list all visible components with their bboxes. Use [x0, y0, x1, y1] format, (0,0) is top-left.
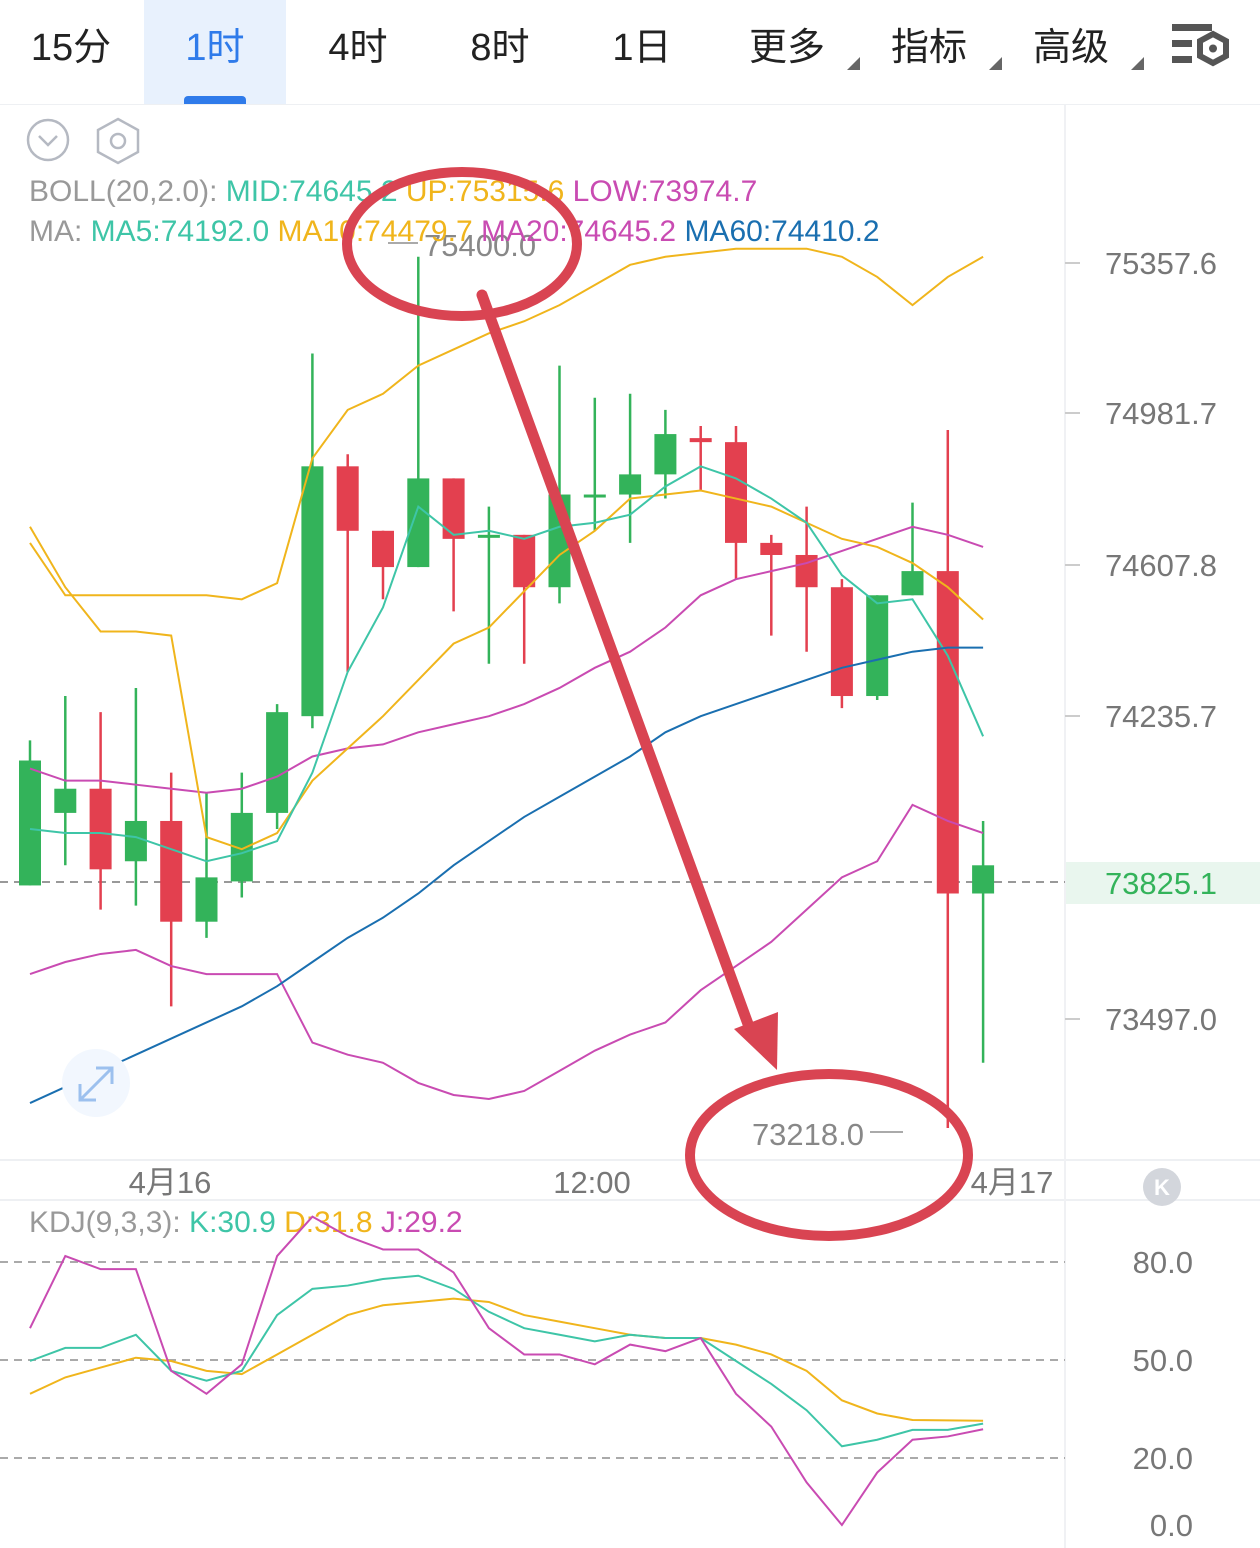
price-tick-label: 73497.0	[1105, 1002, 1217, 1037]
candle-body	[689, 438, 712, 443]
dropdown-corner-icon	[989, 57, 1002, 70]
dropdown-corner-icon	[1131, 57, 1144, 70]
time-axis-label: 4月16	[129, 1165, 212, 1200]
time-axis-label: 12:00	[553, 1165, 631, 1200]
chevron-down-icon	[38, 135, 58, 147]
candle-body	[19, 760, 41, 886]
tab-6[interactable]: 指标	[858, 0, 1002, 104]
indicator-legend: MA: MA5:74192.0 MA10:74479.7 MA20:74645.…	[29, 215, 880, 248]
legend-value: KDJ(9,3,3):	[29, 1206, 181, 1239]
annotation-arrow-head	[734, 1012, 778, 1070]
ma5-line	[29, 465, 985, 863]
tab-label: 高级	[1032, 27, 1109, 69]
candle-body	[725, 442, 747, 543]
candle-body	[195, 877, 218, 922]
candle-body	[583, 494, 606, 498]
candle-body	[830, 587, 853, 697]
annotation-arrow-shaft	[476, 289, 758, 1041]
boll-mid-line	[29, 525, 984, 794]
candle-body	[54, 788, 77, 813]
boll-lower-line	[29, 803, 984, 1101]
candle-body	[160, 820, 183, 922]
high-price-label: 75400.0	[424, 228, 536, 263]
tab-label: 更多	[748, 27, 825, 69]
kdj-k-line	[29, 1274, 984, 1448]
candle-body	[760, 542, 783, 555]
candle-body	[407, 478, 430, 568]
candle-body	[654, 434, 677, 475]
chevron-down-circle-icon	[26, 118, 70, 162]
k-badge-letter: K	[1154, 1175, 1170, 1200]
legend-value: K:30.9	[181, 1206, 276, 1239]
candle-body	[336, 466, 359, 531]
tab-label: 指标	[890, 27, 967, 69]
legend-value: J:29.2	[373, 1206, 463, 1239]
low-price-label: 73218.0	[752, 1117, 864, 1152]
price-tick-label: 74607.8	[1105, 548, 1217, 583]
price-tick-label: 74981.7	[1105, 396, 1217, 431]
kdj-j-line	[29, 1215, 984, 1527]
tab-4[interactable]: 1日	[572, 0, 712, 104]
hexagon-center-icon	[109, 132, 127, 150]
legend-value: MA5:74192.0	[82, 215, 269, 248]
price-chart[interactable]: 75357.6 74981.7 74607.8 74235.7 73497.0 73825…	[0, 105, 1260, 1548]
candle-body	[477, 534, 500, 538]
kdj-tick-label: 80.0	[1133, 1245, 1193, 1280]
legend-value: MA:	[29, 215, 82, 248]
legend-value: MA10:74479.7	[269, 215, 472, 248]
tab-label: 4时	[328, 27, 388, 69]
legend-value: MA60:74410.2	[676, 215, 879, 248]
annotation-circle-low	[685, 1069, 973, 1241]
ma60-line	[29, 646, 984, 1104]
tab-label: 8时	[470, 27, 530, 69]
candle-body	[866, 595, 889, 697]
expand-arrows-icon	[78, 1066, 114, 1102]
tab-label: 15分	[30, 27, 112, 69]
candle-body	[442, 478, 465, 539]
candle-body	[89, 788, 112, 870]
kdj-d-line	[29, 1297, 984, 1422]
candle-body	[372, 530, 394, 568]
candle-body	[513, 534, 536, 588]
price-tick-label: 75357.6	[1105, 246, 1217, 281]
tab-7[interactable]: 高级	[1000, 0, 1144, 104]
annotation-circle-high	[342, 167, 582, 321]
period-tab-bar: 15分 1时 4时 8时 1日 更多 指标 高级	[0, 0, 1260, 105]
ma10-line	[29, 489, 984, 851]
candle-body	[619, 474, 642, 495]
candle-body	[124, 820, 147, 862]
k-badge-icon	[1143, 1168, 1181, 1206]
tab-2[interactable]: 4时	[288, 0, 428, 104]
active-tab-indicator	[184, 96, 246, 104]
candle-body	[301, 466, 324, 717]
current-price-badge	[1066, 862, 1260, 904]
tab-label: 1日	[612, 27, 672, 69]
kdj-tick-label: 20.0	[1133, 1441, 1193, 1476]
tab-3[interactable]: 8时	[430, 0, 570, 104]
time-axis-label: 4月17	[971, 1165, 1054, 1200]
candle-body	[230, 812, 253, 882]
tab-1[interactable]: 1时	[144, 0, 286, 104]
tab-5[interactable]: 更多	[716, 0, 860, 104]
indicator-legend: KDJ(9,3,3): K:30.9 D:31.8 J:29.2	[29, 1206, 463, 1239]
legend-value: LOW:73974.7	[564, 175, 757, 208]
candle-body	[936, 571, 959, 894]
hexagon-settings-icon	[96, 117, 140, 165]
candle-body	[901, 571, 924, 596]
kdj-tick-label: 50.0	[1133, 1343, 1193, 1378]
indicator-legend: BOLL(20,2.0): MID:74645.2 UP:75315.6 LOW…	[29, 175, 757, 208]
chart-settings-icon[interactable]	[1168, 20, 1232, 76]
candle-body	[266, 712, 289, 813]
tab-label: 1时	[185, 27, 245, 69]
candle-body	[795, 554, 818, 588]
boll-upper-line	[29, 247, 984, 601]
tab-0[interactable]: 15分	[0, 0, 142, 104]
current-price-label: 73825.1	[1105, 866, 1217, 901]
price-tick-label: 74235.7	[1105, 699, 1217, 734]
kdj-tick-label: 0.0	[1150, 1508, 1193, 1543]
dropdown-corner-icon	[847, 57, 860, 70]
legend-value: BOLL(20,2.0):	[29, 175, 217, 208]
candle-body	[972, 865, 995, 894]
